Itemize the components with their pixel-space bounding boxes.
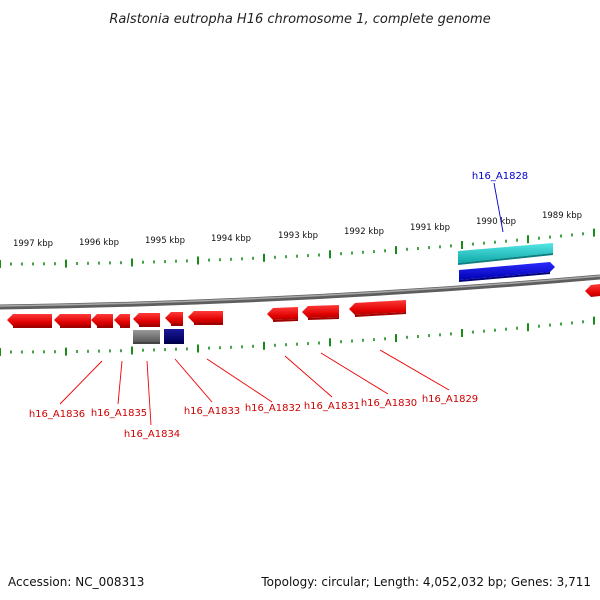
gene-h16-a1832[interactable] [267,307,298,322]
gene-h16-a1831[interactable] [302,305,339,320]
feature-navy[interactable] [164,329,184,344]
gene-label-h16-a1828[interactable]: h16_A1828 [472,171,528,182]
scale-ticks-upper [0,228,595,268]
gene-label-h16-a1831[interactable]: h16_A1831 [304,401,360,412]
gene-h16-a1835-part3[interactable] [114,314,130,328]
scale-label-1989: 1989 kbp [542,211,582,221]
gene-h16-a1835-part2[interactable] [91,314,113,328]
gene-label-h16-a1830[interactable]: h16_A1830 [361,398,417,409]
gene-label-h16-a1836[interactable]: h16_A1836 [29,409,85,420]
scale-label-1991: 1991 kbp [410,223,450,233]
scale-labels: 1997 kbp 1996 kbp 1995 kbp 1994 kbp 1993… [13,211,582,249]
scale-label-1994: 1994 kbp [211,234,251,244]
scale-label-1993: 1993 kbp [278,231,318,241]
gene-h16-a1833-part2[interactable] [188,311,223,325]
accession-text: Accession: NC_008313 [8,575,144,589]
feature-rna[interactable] [458,243,553,265]
gene-label-h16-a1835[interactable]: h16_A1835 [91,408,147,419]
label-leader-lines [59,349,450,426]
scale-label-1995: 1995 kbp [145,236,185,246]
scale-label-1992: 1992 kbp [344,227,384,237]
gene-h16-a1834[interactable] [133,313,160,327]
scale-label-1997: 1997 kbp [13,239,53,249]
feature-grey[interactable] [133,330,160,344]
chromosome-backbone [0,274,600,310]
gene-label-h16-a1833[interactable]: h16_A1833 [184,406,240,417]
gene-label-h16-a1834[interactable]: h16_A1834 [124,429,180,440]
scale-ticks-lower [0,316,595,356]
gene-edge-right[interactable] [585,284,600,297]
gene-label-h16-a1829[interactable]: h16_A1829 [422,394,478,405]
genome-stats-text: Topology: circular; Length: 4,052,032 bp… [260,575,591,589]
gene-h16-a1836[interactable] [7,314,52,328]
map-title: Ralstonia eutropha H16 chromosome 1, com… [109,12,490,27]
gene-label-h16-a1832[interactable]: h16_A1832 [245,403,301,414]
gene-h16-a1828[interactable] [459,262,555,282]
gene-h16-a1835-part1[interactable] [54,314,91,328]
scale-label-1996: 1996 kbp [79,238,119,248]
scale-label-1990: 1990 kbp [476,217,516,227]
gene-h16-a1830[interactable] [349,300,406,317]
label-leader-h16-a1828 [493,182,504,233]
gene-h16-a1833-part1[interactable] [165,312,183,326]
